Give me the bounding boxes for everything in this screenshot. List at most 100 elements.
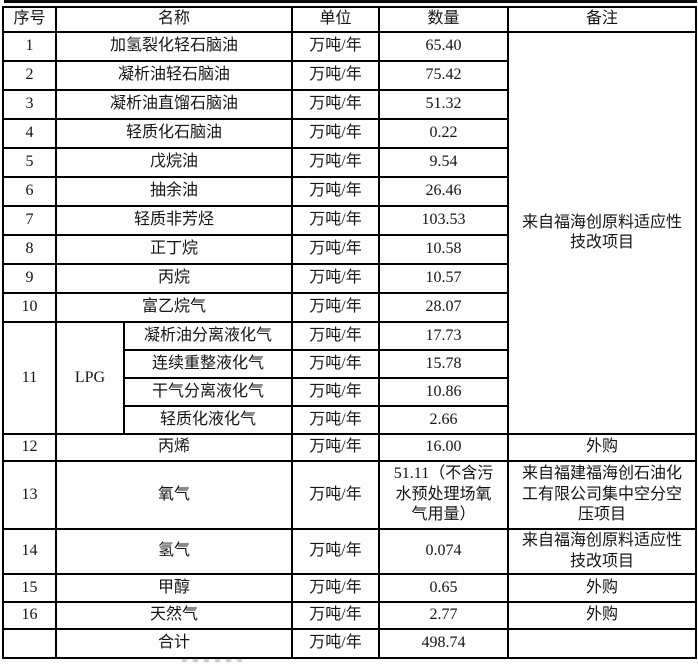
unit-cell: 万吨/年 bbox=[291, 147, 381, 178]
no-cell: 9 bbox=[2, 263, 57, 294]
material-name-cell: 凝析油轻石脑油 bbox=[54, 60, 294, 91]
no-cell: 1 bbox=[2, 31, 57, 62]
quantity-cell: 0.65 bbox=[378, 573, 510, 603]
no-cell: 15 bbox=[2, 573, 57, 603]
no-cell: 11 bbox=[2, 321, 57, 435]
table-row: 16 天然气 万吨/年 2.77 外购 bbox=[2, 601, 698, 630]
material-name-cell: 凝析油直馏石脑油 bbox=[54, 89, 294, 120]
materials-table: 序号 名称 单位 数量 备注 1 加氢裂化轻石脑油 万吨/年 65.40 来自福… bbox=[2, 6, 698, 659]
no-cell: 6 bbox=[2, 176, 57, 207]
quantity-cell: 2.66 bbox=[378, 405, 510, 435]
top-rule-line bbox=[4, 0, 697, 3]
quantity-cell: 10.57 bbox=[378, 263, 510, 294]
material-name-cell: 氢气 bbox=[54, 528, 294, 575]
table-row: 1 加氢裂化轻石脑油 万吨/年 65.40 来自福海创原料适应性 技改项目 bbox=[2, 31, 698, 435]
material-name-cell: 甲醇 bbox=[54, 573, 294, 603]
lpg-group-cell: LPG bbox=[55, 321, 125, 435]
material-name-cell: 正丁烷 bbox=[54, 234, 294, 265]
unit-cell: 万吨/年 bbox=[291, 349, 381, 379]
unit-cell: 万吨/年 bbox=[291, 573, 381, 603]
quantity-cell: 0.074 bbox=[378, 528, 510, 575]
unit-cell: 万吨/年 bbox=[291, 118, 381, 149]
unit-cell: 万吨/年 bbox=[291, 601, 381, 630]
quantity-cell: 15.78 bbox=[378, 349, 510, 379]
remark-cell: 外购 bbox=[507, 573, 698, 603]
table-row: 3 凝析油直馏石脑油 万吨/年 51.32 bbox=[2, 89, 696, 120]
material-name-cell: 丙烷 bbox=[54, 263, 294, 294]
quantity-cell: 16.00 bbox=[378, 433, 510, 462]
no-cell: 16 bbox=[2, 601, 57, 630]
table-row: 5 戊烷油 万吨/年 9.54 bbox=[2, 147, 696, 178]
table-row-lpg: 连续重整液化气 万吨/年 15.78 bbox=[3, 349, 696, 379]
quantity-cell: 51.11（不含污 水预处理场氧 气用量） bbox=[378, 460, 510, 530]
quantity-cell: 103.53 bbox=[378, 205, 510, 236]
quantity-cell: 9.54 bbox=[378, 147, 510, 178]
material-name-cell: 天然气 bbox=[54, 601, 294, 630]
unit-cell: 万吨/年 bbox=[291, 292, 381, 323]
quantity-cell: 75.42 bbox=[378, 60, 510, 91]
unit-cell: 万吨/年 bbox=[291, 60, 381, 91]
quantity-cell: 28.07 bbox=[378, 292, 510, 323]
remark-cell: 来自福海创原料适应性 技改项目 bbox=[507, 528, 698, 575]
quantity-cell: 2.77 bbox=[378, 601, 510, 630]
no-cell: 12 bbox=[2, 433, 57, 462]
table-row-lpg: 轻质化液化气 万吨/年 2.66 bbox=[3, 405, 696, 435]
unit-cell: 万吨/年 bbox=[291, 89, 381, 120]
header-name: 名称 bbox=[54, 6, 294, 33]
material-name-cell: 丙烯 bbox=[54, 433, 294, 462]
remark-cell bbox=[507, 628, 698, 659]
quantity-cell: 10.58 bbox=[378, 234, 510, 265]
table-row: 7 轻质非芳烃 万吨/年 103.53 bbox=[2, 205, 696, 236]
table-row: 14 氢气 万吨/年 0.074 来自福海创原料适应性 技改项目 bbox=[2, 528, 698, 575]
merged-remark-cell: 来自福海创原料适应性 技改项目 bbox=[507, 31, 698, 435]
unit-cell: 万吨/年 bbox=[291, 460, 381, 530]
quantity-cell: 498.74 bbox=[378, 628, 510, 659]
no-cell: 5 bbox=[2, 147, 57, 178]
quantity-cell: 65.40 bbox=[378, 31, 510, 62]
quantity-cell: 10.86 bbox=[378, 377, 510, 407]
header-qty: 数量 bbox=[378, 6, 510, 33]
remark-cell: 来自福建福海创石油化 工有限公司集中空分空 压项目 bbox=[507, 460, 698, 530]
unit-cell: 万吨/年 bbox=[291, 377, 381, 407]
material-name-cell: 轻质化液化气 bbox=[122, 405, 294, 435]
material-name-cell: 加氢裂化轻石脑油 bbox=[54, 31, 294, 62]
remark-cell: 外购 bbox=[507, 601, 698, 630]
unit-cell: 万吨/年 bbox=[291, 433, 381, 462]
no-cell: 7 bbox=[2, 205, 57, 236]
no-cell: 14 bbox=[2, 528, 57, 575]
table-row: 4 轻质化石脑油 万吨/年 0.22 bbox=[2, 118, 696, 149]
total-row: 合计 万吨/年 498.74 bbox=[2, 628, 698, 659]
table-row-lpg: 11 LPG 凝析油分离液化气 万吨/年 17.73 bbox=[2, 321, 696, 435]
no-cell: 10 bbox=[2, 292, 57, 323]
material-name-cell: 连续重整液化气 bbox=[122, 349, 294, 379]
header-no: 序号 bbox=[2, 6, 57, 33]
unit-cell: 万吨/年 bbox=[291, 205, 381, 236]
header-remark: 备注 bbox=[507, 6, 698, 33]
unit-cell: 万吨/年 bbox=[291, 628, 381, 659]
unit-cell: 万吨/年 bbox=[291, 234, 381, 265]
material-name-cell: 干气分离液化气 bbox=[122, 377, 294, 407]
remark-cell: 外购 bbox=[507, 433, 698, 462]
no-cell: 13 bbox=[2, 460, 57, 530]
table-row: 10 富乙烷气 万吨/年 28.07 bbox=[2, 292, 696, 323]
unit-cell: 万吨/年 bbox=[291, 263, 381, 294]
table-row: 15 甲醇 万吨/年 0.65 外购 bbox=[2, 573, 698, 603]
quantity-cell: 0.22 bbox=[378, 118, 510, 149]
table-row: 9 丙烷 万吨/年 10.57 bbox=[2, 263, 696, 294]
unit-cell: 万吨/年 bbox=[291, 31, 381, 62]
table-header-row: 序号 名称 单位 数量 备注 bbox=[2, 6, 698, 33]
header-unit: 单位 bbox=[291, 6, 381, 33]
total-label-cell: 合计 bbox=[54, 628, 294, 659]
material-name-cell: 氧气 bbox=[54, 460, 294, 530]
unit-cell: 万吨/年 bbox=[291, 528, 381, 575]
material-name-cell: 凝析油分离液化气 bbox=[122, 321, 294, 351]
no-cell: 8 bbox=[2, 234, 57, 265]
no-cell bbox=[2, 628, 57, 659]
quantity-cell: 51.32 bbox=[378, 89, 510, 120]
table-row: 12 丙烯 万吨/年 16.00 外购 bbox=[2, 433, 698, 462]
cut-off-text-artifact bbox=[182, 659, 244, 662]
table-row: 6 抽余油 万吨/年 26.46 bbox=[2, 176, 696, 207]
material-name-cell: 轻质非芳烃 bbox=[54, 205, 294, 236]
no-cell: 2 bbox=[2, 60, 57, 91]
